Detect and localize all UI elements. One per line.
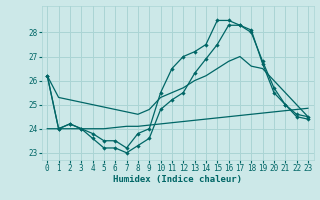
- X-axis label: Humidex (Indice chaleur): Humidex (Indice chaleur): [113, 175, 242, 184]
